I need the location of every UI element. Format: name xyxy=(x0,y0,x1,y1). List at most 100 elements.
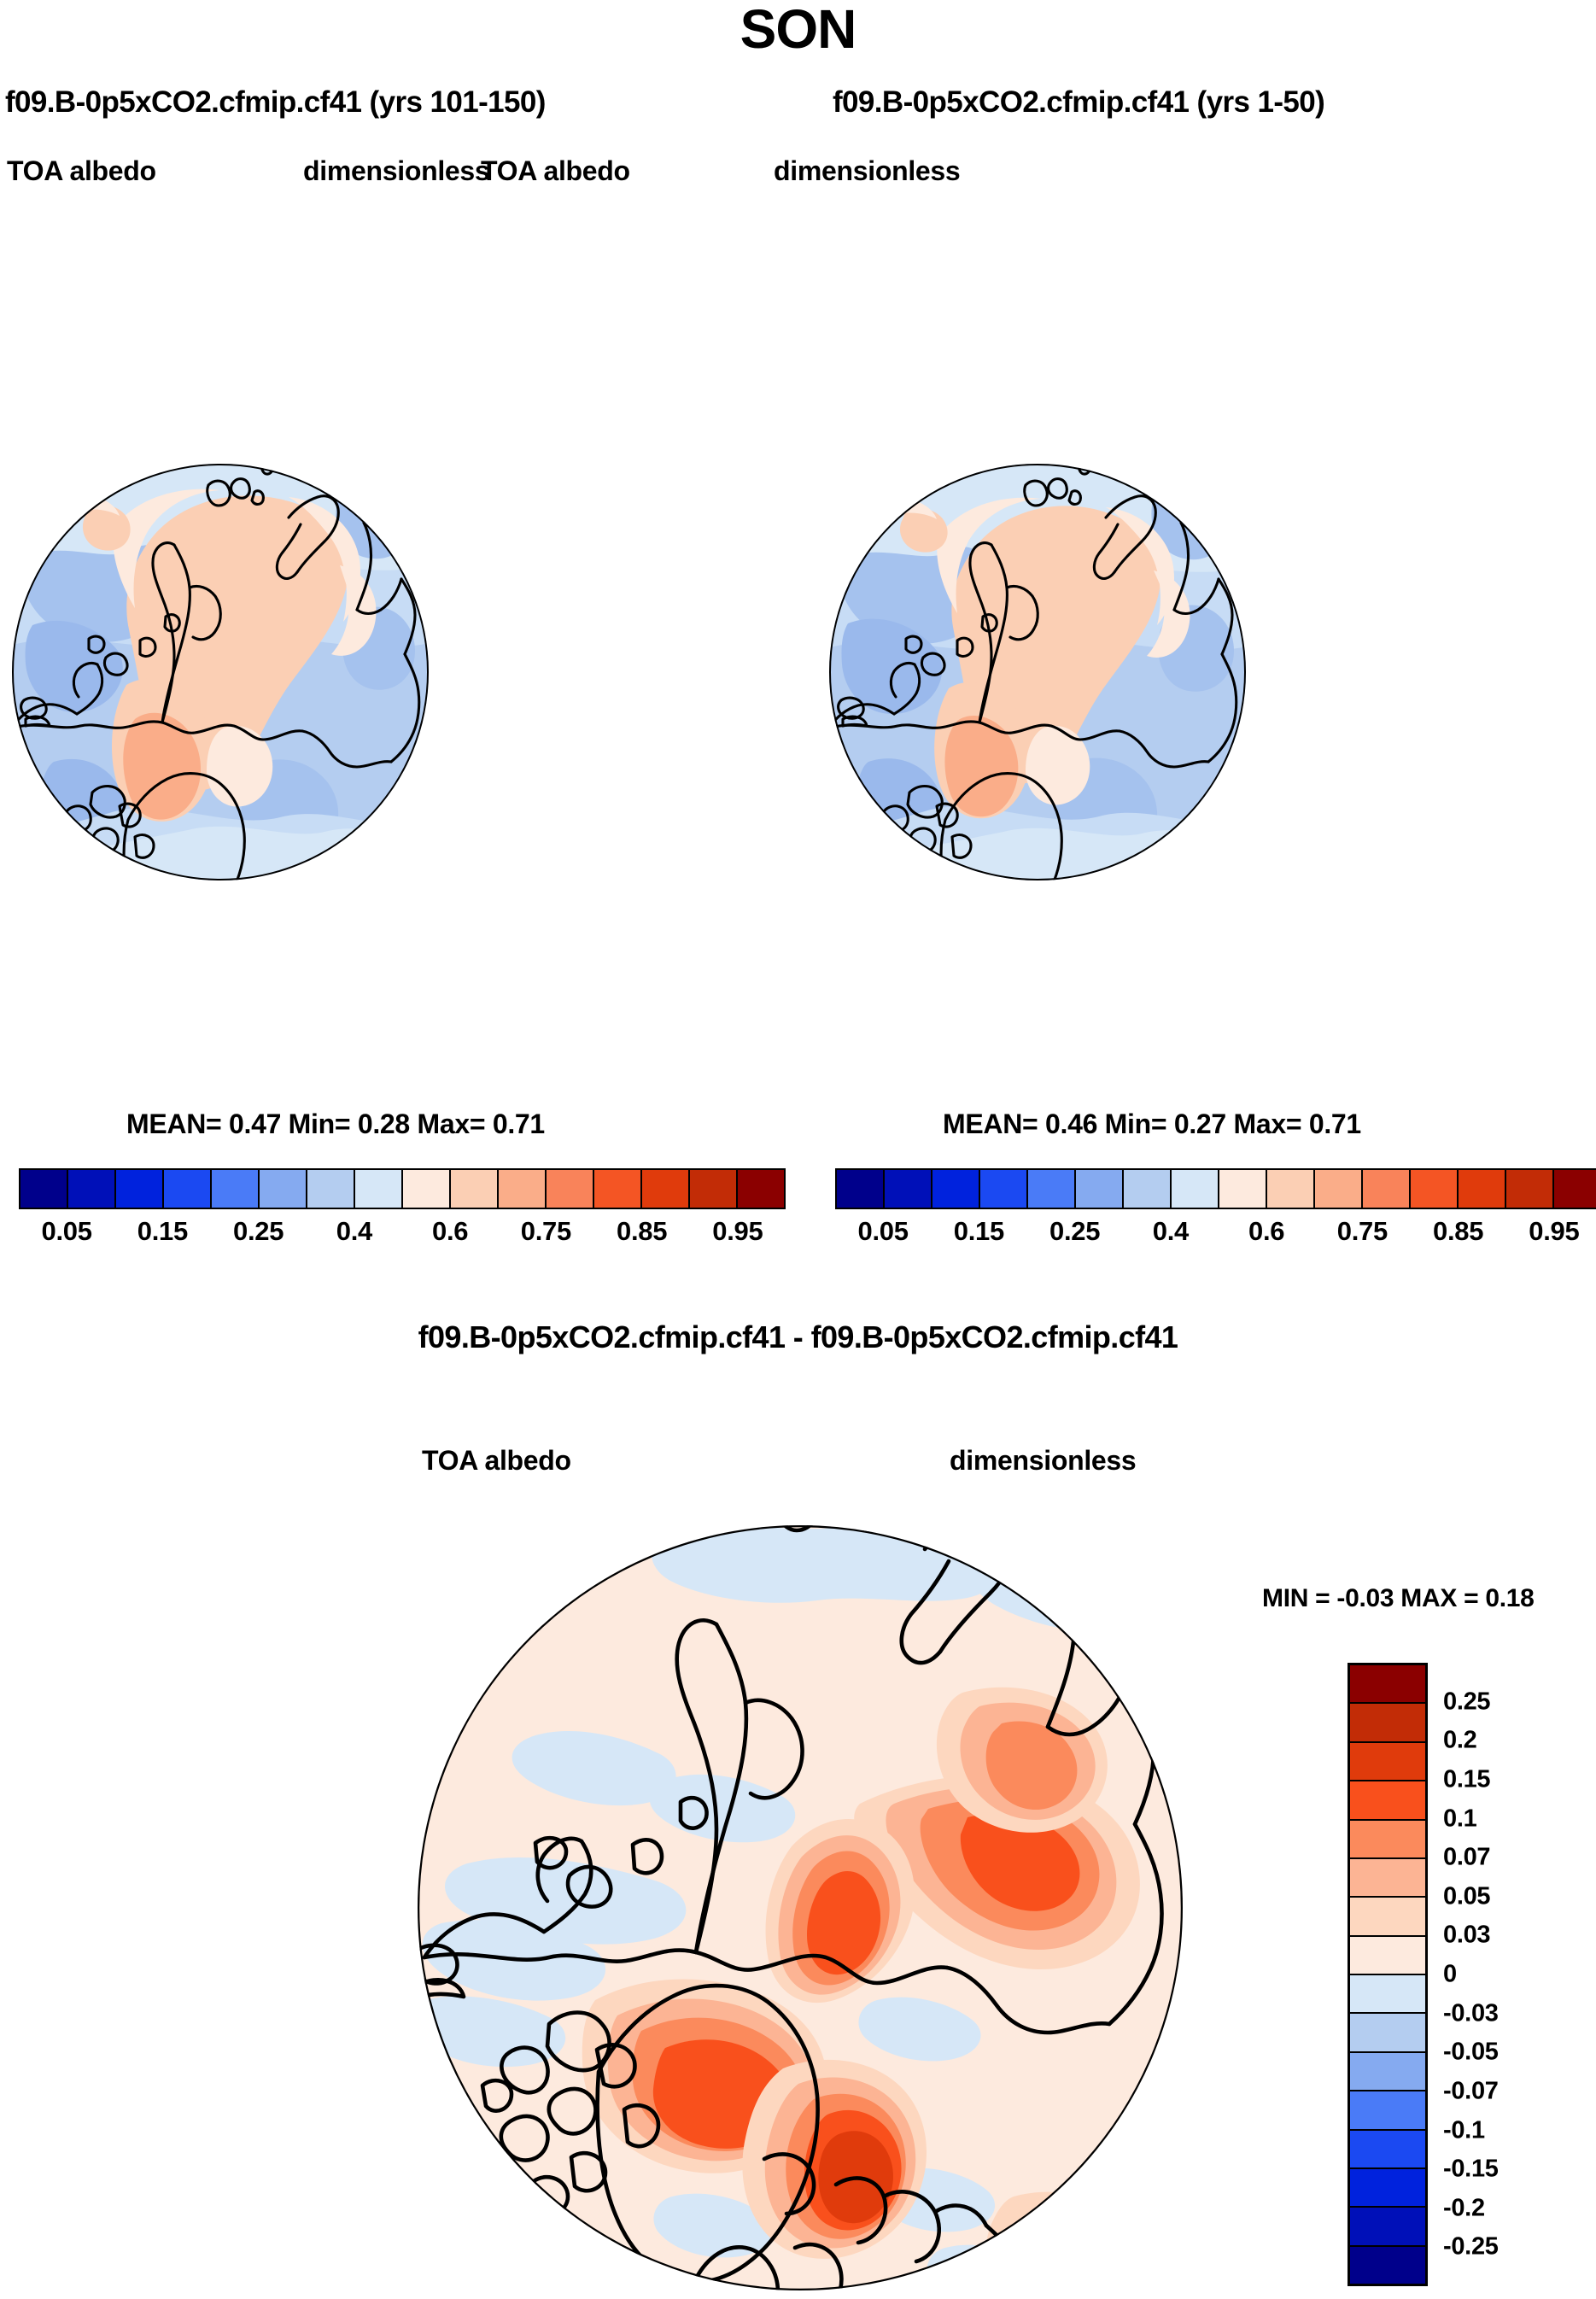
colorbar-tick-label: 0.6 xyxy=(1248,1216,1285,1246)
colorbar-tick-label: 0.4 xyxy=(336,1216,373,1246)
colorbar-tick-label: 0.05 xyxy=(1443,1882,1491,1910)
difference-map-panel xyxy=(418,1525,1183,2290)
colorbar-tick-label: 0.25 xyxy=(1049,1216,1101,1246)
colorbar-cell xyxy=(20,1170,68,1208)
left-colorbar[interactable] xyxy=(19,1168,786,1209)
colorbar-tick-label: 0.1 xyxy=(1443,1805,1477,1832)
colorbar-cell xyxy=(1219,1170,1267,1208)
left-panel-case-title: f09.B-0p5xCO2.cfmip.cf41 (yrs 101-150) xyxy=(5,85,546,119)
colorbar-cell xyxy=(116,1170,164,1208)
colorbar-tick-label: -0.15 xyxy=(1443,2155,1499,2183)
colorbar-cell xyxy=(1315,1170,1363,1208)
colorbar-tick-label: 0.25 xyxy=(1443,1688,1491,1716)
left-colorbar-labels: 0.05 0.15 0.25 0.4 0.6 0.75 0.85 0.95 xyxy=(19,1216,786,1254)
colorbar-tick-label: 0.85 xyxy=(1433,1216,1484,1246)
difference-panel-variable-label: TOA albedo xyxy=(422,1445,571,1476)
colorbar-tick-label: 0.07 xyxy=(1443,1843,1491,1871)
colorbar-tick-label: 0.05 xyxy=(857,1216,909,1246)
colorbar-tick-label: 0.85 xyxy=(617,1216,668,1246)
colorbar-tick-label: 0.15 xyxy=(137,1216,188,1246)
colorbar-cell xyxy=(1350,1975,1425,2015)
colorbar-cell xyxy=(1350,2208,1425,2247)
right-colorbar-labels: 0.05 0.15 0.25 0.4 0.6 0.75 0.85 0.95 xyxy=(835,1216,1596,1254)
colorbar-cell xyxy=(164,1170,212,1208)
colorbar-cell xyxy=(499,1170,547,1208)
colorbar-cell xyxy=(1350,2246,1425,2284)
right-colorbar[interactable] xyxy=(835,1168,1596,1209)
colorbar-cell xyxy=(1350,2130,1425,2169)
left-panel-units-label: dimensionless xyxy=(303,155,490,186)
colorbar-cell xyxy=(1350,2052,1425,2092)
colorbar-tick-label: -0.2 xyxy=(1443,2194,1485,2222)
colorbar-tick-label: -0.05 xyxy=(1443,2038,1499,2066)
colorbar-cell xyxy=(1267,1170,1315,1208)
colorbar-cell xyxy=(1350,2091,1425,2131)
colorbar-cell xyxy=(403,1170,451,1208)
colorbar-cell xyxy=(1459,1170,1506,1208)
colorbar-cell xyxy=(355,1170,403,1208)
difference-panel-units-label: dimensionless xyxy=(950,1445,1137,1476)
colorbar-cell xyxy=(547,1170,594,1208)
colorbar-tick-label: 0 xyxy=(1443,1960,1457,1988)
colorbar-cell xyxy=(307,1170,355,1208)
colorbar-cell xyxy=(1350,2014,1425,2053)
colorbar-tick-label: 0.75 xyxy=(520,1216,571,1246)
right-panel-stats: MEAN= 0.46 Min= 0.27 Max= 0.71 xyxy=(943,1109,1361,1139)
colorbar-cell xyxy=(738,1170,784,1208)
colorbar-cell xyxy=(642,1170,690,1208)
colorbar-cell xyxy=(1363,1170,1411,1208)
colorbar-cell xyxy=(1350,1858,1425,1898)
colorbar-tick-label: 0.4 xyxy=(1152,1216,1190,1246)
colorbar-cell xyxy=(1554,1170,1596,1208)
colorbar-cell xyxy=(68,1170,116,1208)
colorbar-cell xyxy=(690,1170,738,1208)
colorbar-cell xyxy=(1350,1742,1425,1782)
colorbar-tick-label: -0.03 xyxy=(1443,1999,1499,2027)
colorbar-cell xyxy=(1350,1820,1425,1859)
colorbar-tick-label: 0.25 xyxy=(233,1216,284,1246)
colorbar-cell xyxy=(1411,1170,1459,1208)
left-panel-variable-label: TOA albedo xyxy=(7,155,156,186)
difference-colorbar-labels: 0.25 0.2 0.15 0.1 0.07 0.05 0.03 0 -0.03 -0.05 -0.… xyxy=(1443,1663,1588,2286)
colorbar-cell xyxy=(1350,2168,1425,2208)
difference-panel-case-title: f09.B-0p5xCO2.cfmip.cf41 - f09.B-0p5xCO2… xyxy=(418,1319,1178,1354)
colorbar-cell xyxy=(212,1170,260,1208)
colorbar-cell xyxy=(1124,1170,1172,1208)
colorbar-tick-label: 0.05 xyxy=(41,1216,92,1246)
right-map-panel xyxy=(829,464,1246,880)
colorbar-cell xyxy=(451,1170,499,1208)
colorbar-cell xyxy=(885,1170,932,1208)
left-panel-stats: MEAN= 0.47 Min= 0.28 Max= 0.71 xyxy=(126,1109,545,1139)
colorbar-cell xyxy=(260,1170,307,1208)
colorbar-cell xyxy=(980,1170,1028,1208)
colorbar-tick-label: 0.2 xyxy=(1443,1726,1477,1754)
page-title: SON xyxy=(740,0,857,60)
colorbar-cell xyxy=(1350,1936,1425,1975)
colorbar-tick-label: 0.15 xyxy=(953,1216,1004,1246)
colorbar-tick-label: 0.6 xyxy=(432,1216,469,1246)
colorbar-tick-label: 0.95 xyxy=(712,1216,763,1246)
colorbar-tick-label: 0.03 xyxy=(1443,1921,1491,1949)
colorbar-tick-label: -0.25 xyxy=(1443,2232,1499,2261)
right-panel-case-title: f09.B-0p5xCO2.cfmip.cf41 (yrs 1-50) xyxy=(833,85,1325,119)
colorbar-cell xyxy=(1028,1170,1076,1208)
colorbar-tick-label: 0.95 xyxy=(1529,1216,1580,1246)
difference-panel-minmax: MIN = -0.03 MAX = 0.18 xyxy=(1262,1584,1535,1612)
colorbar-cell xyxy=(1350,1898,1425,1937)
colorbar-tick-label: -0.1 xyxy=(1443,2116,1485,2144)
colorbar-cell xyxy=(932,1170,980,1208)
colorbar-cell xyxy=(594,1170,642,1208)
colorbar-tick-label: -0.07 xyxy=(1443,2077,1499,2105)
colorbar-cell xyxy=(1350,1704,1425,1743)
colorbar-cell xyxy=(1506,1170,1554,1208)
right-panel-units-label: dimensionless xyxy=(774,155,961,186)
difference-colorbar[interactable] xyxy=(1348,1663,1428,2286)
colorbar-cell xyxy=(1350,1781,1425,1821)
colorbar-cell xyxy=(1172,1170,1219,1208)
colorbar-cell xyxy=(1350,1665,1425,1705)
colorbar-tick-label: 0.75 xyxy=(1336,1216,1388,1246)
colorbar-tick-label: 0.15 xyxy=(1443,1765,1491,1793)
right-panel-variable-label: TOA albedo xyxy=(481,155,630,186)
colorbar-cell xyxy=(837,1170,885,1208)
colorbar-cell xyxy=(1076,1170,1124,1208)
